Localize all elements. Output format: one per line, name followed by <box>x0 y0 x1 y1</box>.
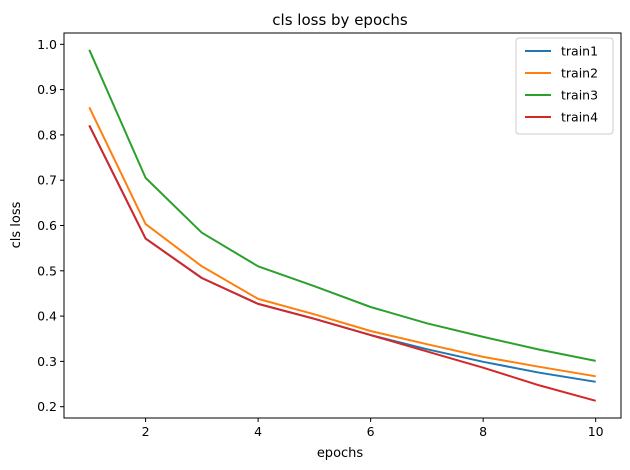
legend-box <box>515 37 614 135</box>
x-tick-label: 2 <box>142 424 150 439</box>
y-tick-label: 0.5 <box>37 263 57 278</box>
y-axis-label: cls loss <box>9 201 24 248</box>
legend: train1 train2 train3 train4 <box>515 37 614 135</box>
legend-label-train4: train4 <box>561 110 598 125</box>
x-tick-label: 4 <box>254 424 262 439</box>
y-tick-label: 0.9 <box>37 82 57 97</box>
y-tick-label: 0.6 <box>37 218 57 233</box>
series-line-train3 <box>88 49 596 362</box>
legend-label-train2: train2 <box>561 66 598 81</box>
x-axis-label: epochs <box>317 446 364 461</box>
legend-label-train3: train3 <box>561 88 598 103</box>
y-tick-label: 0.4 <box>37 309 57 324</box>
y-tick-label: 0.8 <box>37 127 57 142</box>
y-tick-label: 0.3 <box>37 354 57 369</box>
y-tick-label: 0.2 <box>37 399 57 414</box>
x-tick-label: 6 <box>367 424 375 439</box>
y-tick-label: 1.0 <box>37 37 57 52</box>
x-tick-label: 8 <box>479 424 487 439</box>
y-tick-label: 0.7 <box>37 173 57 188</box>
series-line-train2 <box>88 106 596 378</box>
x-tick-label: 10 <box>588 424 604 439</box>
legend-label-train1: train1 <box>561 44 598 59</box>
chart-title: cls loss by epochs <box>272 11 408 29</box>
plot-area: 2 4 6 8 100.20.30.40.50.60.70.80.91.0 train1t… <box>37 32 622 439</box>
series-line-train4 <box>88 124 596 402</box>
